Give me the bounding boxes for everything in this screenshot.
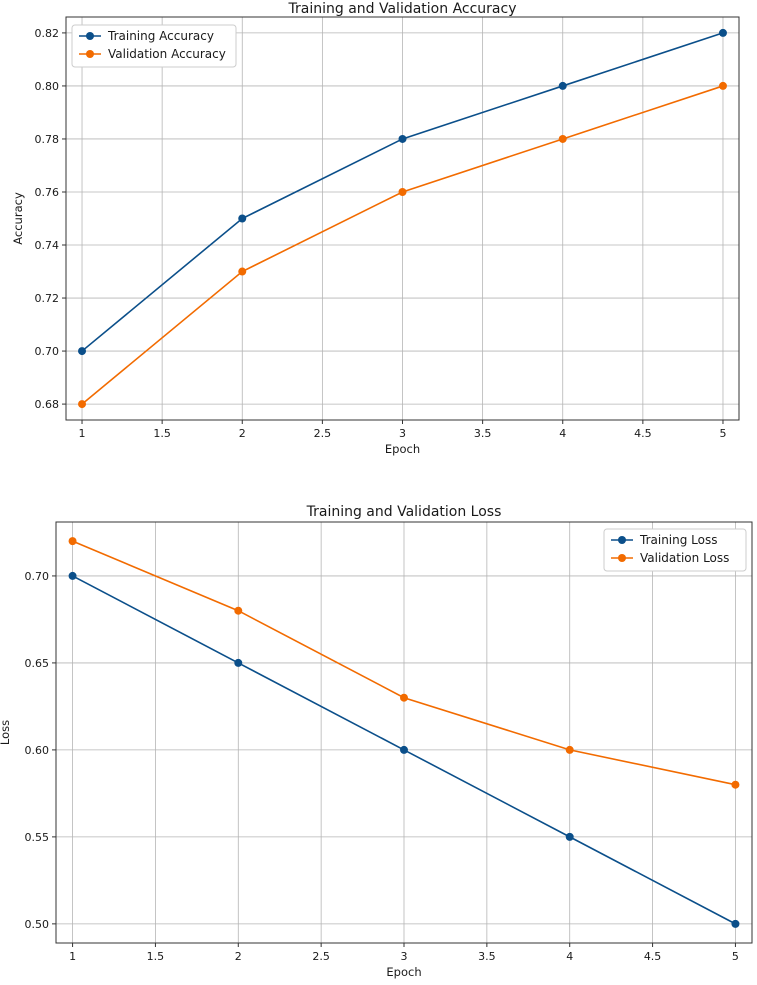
- training-accuracy-point: [238, 214, 247, 223]
- validation-accuracy-point: [718, 81, 727, 90]
- legend-label: Training Loss: [639, 533, 717, 547]
- x-tick-label: 3: [399, 427, 406, 440]
- training-accuracy-point: [558, 81, 567, 90]
- validation-loss-point: [565, 745, 574, 754]
- legend-label: Validation Accuracy: [108, 47, 226, 61]
- y-tick-label: 0.72: [35, 292, 60, 305]
- validation-loss-point: [400, 693, 408, 702]
- x-axis-label: Epoch: [386, 965, 421, 979]
- y-tick-label: 0.76: [35, 186, 60, 199]
- x-tick-label: 2: [235, 950, 242, 963]
- x-axis-label: Epoch: [385, 442, 420, 456]
- training-accuracy-point: [78, 347, 87, 356]
- y-tick-label: 0.55: [25, 831, 50, 844]
- chart-title: Training and Validation Loss: [306, 504, 502, 520]
- y-tick-label: 0.78: [35, 133, 60, 146]
- validation-loss-point: [234, 606, 243, 615]
- x-tick-label: 5: [719, 427, 726, 440]
- accuracy-chart: 1 1.5 2 2.5 3 3.5 4 4.5 5 0.68 0.70 0.72 0.74 0.76 0.7…: [11, 1, 740, 456]
- training-accuracy-point: [398, 134, 407, 143]
- x-tick-label: 3: [401, 950, 408, 963]
- x-tick-label: 5: [732, 950, 739, 963]
- legend-label: Training Accuracy: [107, 29, 214, 43]
- y-tick-label: 0.68: [35, 398, 60, 411]
- training-loss-point: [68, 571, 77, 580]
- y-axis-label: Accuracy: [11, 192, 25, 245]
- validation-loss-point: [68, 537, 77, 546]
- y-tick-label: 0.70: [25, 570, 50, 583]
- legend-label: Validation Loss: [640, 551, 729, 565]
- validation-accuracy-point: [558, 134, 567, 143]
- x-tick-label: 4.5: [644, 950, 662, 963]
- x-tick-label: 1.5: [147, 950, 165, 963]
- legend: [71, 24, 237, 68]
- y-axis-label: Loss: [0, 720, 12, 745]
- training-loss-point: [234, 658, 243, 667]
- legend: [603, 528, 747, 572]
- x-tick-label: 2: [239, 427, 246, 440]
- training-loss-point: [731, 919, 740, 928]
- validation-accuracy-point: [398, 187, 407, 196]
- y-tick-label: 0.50: [25, 918, 50, 931]
- y-tick-label: 0.74: [35, 239, 60, 252]
- training-loss-legend-marker: [618, 536, 626, 544]
- x-tick-label: 3.5: [478, 950, 496, 963]
- y-tick-label: 0.80: [35, 80, 60, 93]
- chart-title: Training and Validation Accuracy: [288, 1, 517, 17]
- training-accuracy-legend-marker: [86, 32, 94, 40]
- validation-loss-point: [731, 780, 740, 789]
- x-tick-label: 4: [566, 950, 573, 963]
- validation-accuracy-legend-marker: [86, 50, 94, 58]
- validation-accuracy-point: [238, 267, 247, 276]
- training-loss-point: [400, 745, 408, 754]
- x-tick-label: 2.5: [312, 950, 330, 963]
- training-accuracy-point: [718, 28, 727, 37]
- validation-loss-legend-marker: [618, 554, 626, 562]
- y-tick-label: 0.65: [25, 657, 50, 670]
- x-tick-label: 1: [69, 950, 76, 963]
- x-tick-label: 3.5: [474, 427, 492, 440]
- validation-accuracy-point: [78, 400, 87, 409]
- x-tick-label: 1.5: [153, 427, 171, 440]
- x-tick-label: 2.5: [314, 427, 332, 440]
- y-tick-label: 0.82: [35, 27, 60, 40]
- y-tick-label: 0.70: [35, 345, 60, 358]
- training-loss-point: [565, 832, 574, 841]
- loss-chart: 1 1.5 2 2.5 3 3.5 4 4.5 5 0.50 0.55 0.60 0.65 0.70 Tra…: [0, 504, 753, 979]
- x-tick-label: 1: [79, 427, 86, 440]
- y-tick-label: 0.60: [25, 744, 50, 757]
- x-tick-label: 4: [559, 427, 566, 440]
- x-tick-label: 4.5: [634, 427, 652, 440]
